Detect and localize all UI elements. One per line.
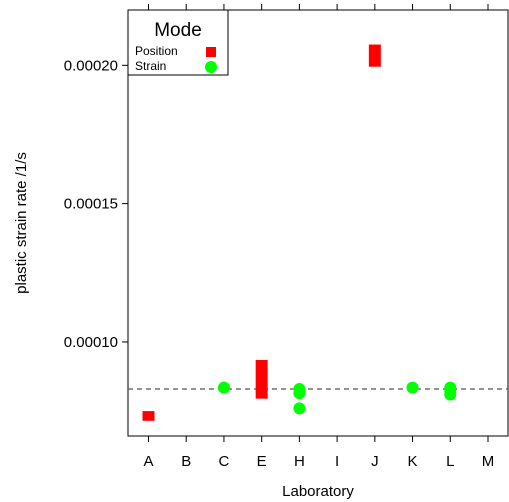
- legend-label-strain: Strain: [135, 59, 166, 73]
- strain-point: [406, 381, 419, 394]
- y-tick-label: 0.00015: [64, 196, 118, 213]
- x-tick-label: I: [335, 453, 339, 470]
- x-axis-title: Laboratory: [282, 483, 354, 500]
- y-tick-label: 0.00020: [64, 57, 118, 74]
- position-bar: [142, 411, 155, 421]
- position-bar: [255, 359, 268, 399]
- x-tick-label: K: [408, 453, 418, 470]
- y-axis-title: plastic strain rate /1/s: [13, 152, 30, 294]
- strain-point: [293, 387, 306, 400]
- x-tick-label: J: [371, 453, 379, 470]
- y-tick-label: 0.00010: [64, 334, 118, 351]
- strain-point: [444, 388, 457, 401]
- x-tick-label: E: [257, 453, 267, 470]
- legend-swatch-strain: [205, 61, 217, 73]
- legend: Mode Position Strain: [127, 9, 229, 76]
- x-tick-label: C: [219, 453, 230, 470]
- position-bar: [368, 44, 381, 67]
- x-tick-label: L: [446, 453, 454, 470]
- strain-point: [293, 402, 306, 415]
- legend-label-position: Position: [135, 44, 178, 58]
- x-tick-label: M: [482, 453, 495, 470]
- legend-swatch-position: [206, 47, 216, 57]
- data-marks: [142, 44, 457, 421]
- x-tick-label: B: [181, 453, 191, 470]
- x-tick-label: H: [294, 453, 305, 470]
- strain-point: [217, 381, 230, 394]
- x-tick-label: A: [143, 453, 153, 470]
- legend-title: Mode: [154, 20, 202, 41]
- plot-frame: [127, 9, 509, 437]
- y-axis: 0.00010 0.00015 0.00020: [64, 57, 128, 351]
